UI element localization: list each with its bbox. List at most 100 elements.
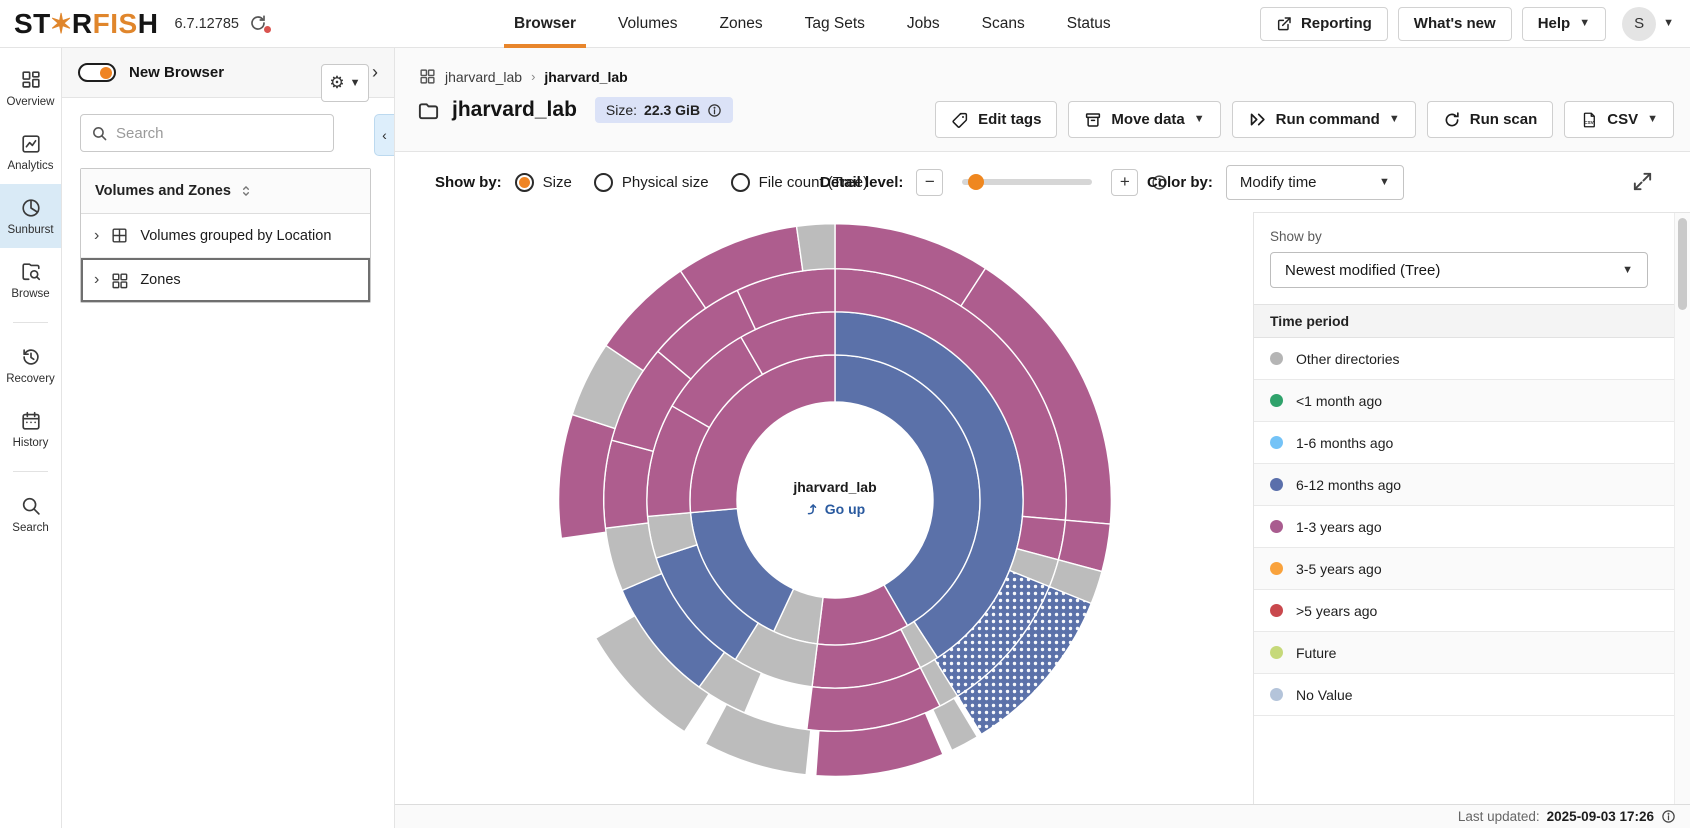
- sunburst-segment[interactable]: [704, 703, 812, 776]
- move-data-button[interactable]: Move data ▼: [1068, 101, 1221, 138]
- radio-size[interactable]: Size: [514, 172, 572, 192]
- run-scan-button[interactable]: Run scan: [1426, 101, 1554, 138]
- legend-item-1-month-ago[interactable]: <1 month ago: [1254, 380, 1674, 422]
- search-input[interactable]: [116, 124, 323, 142]
- radio-icon[interactable]: [593, 172, 613, 192]
- tree-rows: › Volumes grouped by Location › Zones: [81, 214, 370, 302]
- tab-zones[interactable]: Zones: [719, 15, 763, 32]
- legend-item-5-years-ago[interactable]: >5 years ago: [1254, 590, 1674, 632]
- csv-button[interactable]: CSV CSV ▼: [1564, 101, 1674, 138]
- starfish-star-icon: ✶: [49, 8, 73, 39]
- zone-grid-icon: [419, 68, 436, 85]
- tab-jobs[interactable]: Jobs: [906, 15, 940, 32]
- breadcrumb-link[interactable]: jharvard_lab: [445, 68, 523, 85]
- legend-item-label: Other directories: [1296, 350, 1400, 367]
- rail-item-label: History: [12, 436, 49, 449]
- sunburst-segment[interactable]: [931, 697, 979, 752]
- slider-knob[interactable]: [968, 174, 985, 190]
- chevron-down-icon: ▼: [1622, 263, 1633, 276]
- detail-plus-button[interactable]: +: [1111, 168, 1139, 196]
- tab-volumes[interactable]: Volumes: [618, 15, 678, 32]
- reporting-button[interactable]: Reporting: [1259, 6, 1388, 41]
- legend-scrollbar[interactable]: [1674, 213, 1690, 804]
- tab-scans[interactable]: Scans: [981, 15, 1025, 32]
- chevron-right-icon[interactable]: ›: [94, 226, 100, 244]
- sunburst-segment[interactable]: [594, 614, 711, 733]
- chevron-right-icon[interactable]: ›: [94, 271, 100, 288]
- info-icon[interactable]: [1151, 174, 1168, 191]
- radio-icon[interactable]: [514, 172, 534, 192]
- radio-physical-size[interactable]: Physical size: [593, 172, 709, 192]
- radio-icon[interactable]: [730, 172, 750, 192]
- refresh-status-icon[interactable]: [249, 14, 271, 34]
- legend-item-future[interactable]: Future: [1254, 632, 1674, 674]
- collapse-sidebar-button[interactable]: ‹: [374, 114, 394, 156]
- legend-color-dot: [1270, 688, 1283, 701]
- tree-header[interactable]: Volumes and Zones: [81, 169, 370, 214]
- tab-browser[interactable]: Browser: [503, 0, 587, 48]
- legend-item-label: 6-12 months ago: [1296, 476, 1402, 493]
- legend-item-6-12-months-ago[interactable]: 6-12 months ago: [1254, 464, 1674, 506]
- title-row: jharvard_lab Size: 22.3 GiB: [395, 85, 1690, 123]
- sidebar-item-analytics[interactable]: Analytics: [0, 120, 61, 184]
- sunburst-segment[interactable]: [603, 439, 655, 529]
- sidebar-item-history[interactable]: History: [0, 397, 61, 461]
- detail-level-slider[interactable]: [962, 174, 1093, 190]
- edit-tags-button[interactable]: Edit tags: [935, 101, 1058, 138]
- svg-text:CSV: CSV: [1585, 119, 1595, 124]
- sidebar-item-recovery[interactable]: Recovery: [0, 333, 61, 397]
- avatar[interactable]: S: [1622, 6, 1657, 41]
- sunburst-segment[interactable]: [956, 585, 1093, 736]
- sidebar-item-sunburst[interactable]: Sunburst: [0, 184, 61, 248]
- chevron-right-icon[interactable]: ›: [372, 62, 378, 82]
- detail-minus-button[interactable]: −: [916, 168, 944, 196]
- action-label: CSV: [1607, 111, 1639, 128]
- sidebar-item-search[interactable]: Search: [0, 482, 61, 546]
- info-icon[interactable]: [707, 103, 722, 118]
- legend-item-label: >5 years ago: [1296, 602, 1378, 619]
- left-icon-rail: Overview Analytics Sunburst Browse Recovery H…: [0, 48, 62, 828]
- help-button[interactable]: Help ▼: [1521, 6, 1607, 41]
- legend-show-by-select[interactable]: Newest modified (Tree) ▼: [1270, 252, 1648, 288]
- sunburst-icon: [20, 197, 42, 219]
- run-command-button[interactable]: Run command ▼: [1231, 101, 1416, 138]
- go-up-link[interactable]: Go up: [805, 501, 865, 517]
- fullscreen-icon[interactable]: [1631, 170, 1654, 193]
- logo-text: H: [137, 7, 159, 39]
- legend-item-1-3-years-ago[interactable]: 1-3 years ago: [1254, 506, 1674, 548]
- legend-item-no-value[interactable]: No Value: [1254, 674, 1674, 716]
- tab-status[interactable]: Status: [1066, 15, 1111, 32]
- sidebar-item-browse[interactable]: Browse: [0, 248, 61, 312]
- csv-icon: CSV: [1580, 111, 1598, 129]
- folder-icon: [417, 99, 440, 122]
- legend-item-3-5-years-ago[interactable]: 3-5 years ago: [1254, 548, 1674, 590]
- time-period-header: Time period: [1254, 304, 1674, 338]
- legend-item-other-directories[interactable]: Other directories: [1254, 338, 1674, 380]
- tree-item-zones[interactable]: › Zones: [81, 258, 370, 302]
- new-browser-toggle[interactable]: [78, 63, 116, 82]
- sidebar-settings-button[interactable]: ⚙ ▼: [321, 64, 369, 102]
- history-icon: [20, 410, 42, 432]
- scrollbar-thumb[interactable]: [1678, 218, 1687, 310]
- tab-tag-sets[interactable]: Tag Sets: [804, 15, 865, 32]
- rail-item-label: Recovery: [6, 372, 55, 385]
- color-by-select[interactable]: Modify time ▼: [1225, 164, 1404, 200]
- top-bar: ST ✶ R FIS H 6.7.12785 Browser Volumes Zones Ta…: [0, 0, 1690, 48]
- sunburst-segment[interactable]: [795, 222, 836, 272]
- legend-color-dot: [1270, 562, 1283, 575]
- radio-file-count-tree[interactable]: File count (Tree): [730, 172, 868, 192]
- overview-icon: [20, 69, 42, 91]
- logo-text-accent: FIS: [92, 7, 138, 39]
- legend-item-label: 3-5 years ago: [1296, 560, 1382, 577]
- info-icon[interactable]: [1661, 809, 1676, 824]
- rail-item-label: Browse: [11, 287, 50, 300]
- chevron-down-icon: ▼: [1388, 113, 1400, 125]
- legend-item-1-6-months-ago[interactable]: 1-6 months ago: [1254, 422, 1674, 464]
- user-menu[interactable]: S ▼: [1622, 6, 1674, 41]
- whats-new-button[interactable]: What's new: [1397, 6, 1512, 41]
- tree-item-volumes-grouped-by-location[interactable]: › Volumes grouped by Location: [81, 214, 370, 258]
- sidebar-item-overview[interactable]: Overview: [0, 56, 61, 120]
- size-label: Size:: [605, 102, 638, 118]
- action-buttons: Edit tags Move data ▼ Run command ▼ Run sc…: [935, 101, 1674, 138]
- sunburst-segment[interactable]: [814, 711, 944, 777]
